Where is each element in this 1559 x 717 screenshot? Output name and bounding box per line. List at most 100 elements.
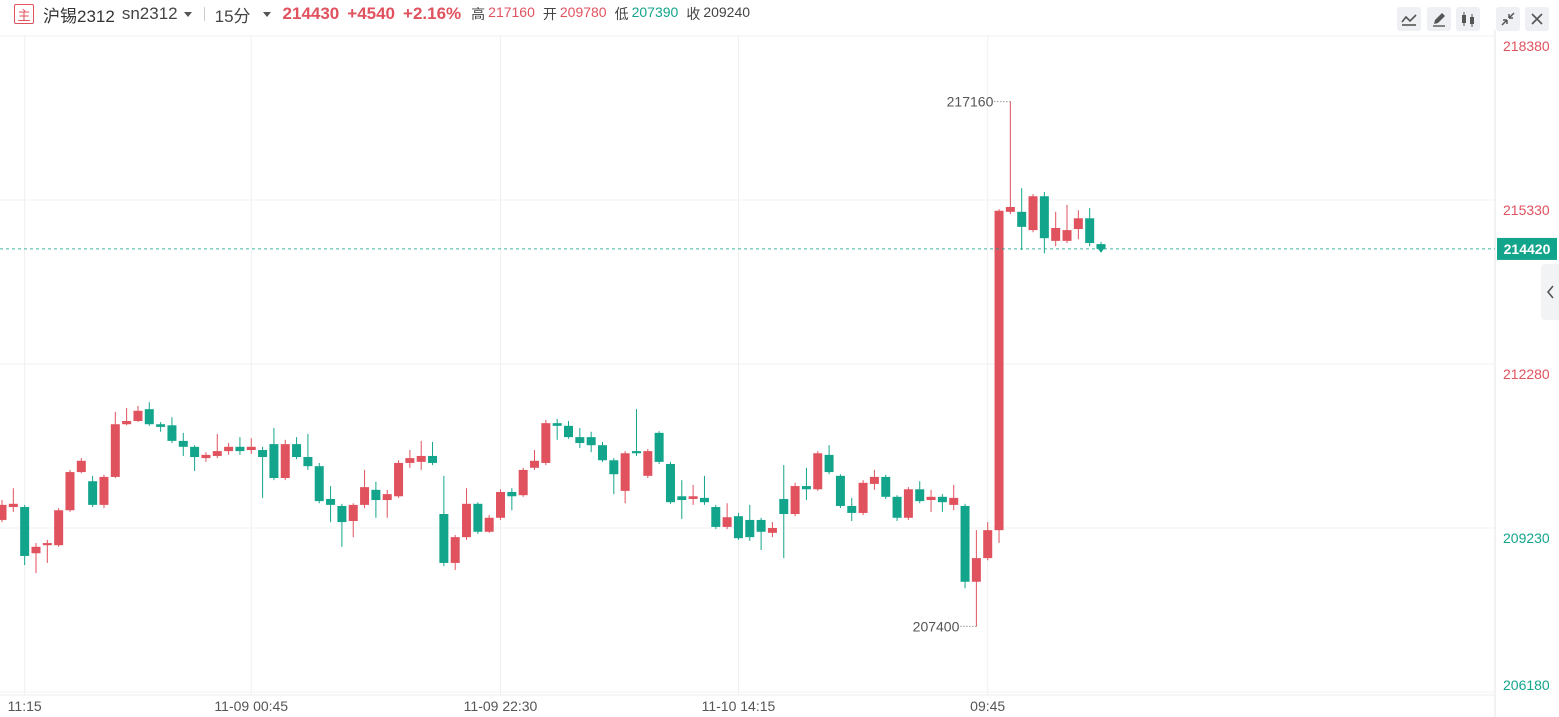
candle-body: [564, 425, 573, 438]
candle-body: [609, 460, 619, 475]
header: 主 沪锡2312 sn2312 15分 214430 +4540 +2.16% …: [0, 0, 750, 28]
candle-body: [110, 424, 120, 477]
candle-body: [552, 423, 562, 426]
candle-body: [394, 462, 404, 497]
change-pct: +2.16%: [403, 4, 462, 23]
last-price-marker: [1096, 245, 1107, 253]
candle-body: [1039, 196, 1049, 239]
candle-body: [881, 476, 891, 497]
tool-button[interactable]: [1496, 7, 1520, 31]
x-tick-label: 11-10 14:15: [702, 698, 776, 714]
candle-body: [473, 503, 483, 532]
candle-body: [677, 496, 687, 501]
candle-body: [167, 425, 177, 441]
y-tick-label: 212280: [1503, 366, 1550, 382]
stat-label: 收: [686, 6, 701, 22]
period[interactable]: 15分: [214, 6, 251, 26]
stat-label: 高: [471, 6, 486, 22]
candle-body: [42, 543, 52, 546]
symbol[interactable]: 沪锡2312: [43, 6, 115, 26]
icon: [1501, 12, 1515, 26]
candle-body: [246, 446, 256, 451]
tool-button[interactable]: [1525, 7, 1549, 31]
candle-body: [699, 497, 709, 503]
candle-body: [631, 451, 641, 454]
candle-body: [733, 516, 743, 539]
candle-body: [337, 505, 347, 523]
x-tick-label: 11-09 00:45: [214, 698, 288, 714]
candle-body: [801, 486, 811, 490]
caret[interactable]: [262, 11, 271, 17]
stat-value: 207390: [631, 4, 679, 20]
candle-body: [269, 444, 279, 478]
candle-body: [65, 472, 75, 511]
candle-body: [654, 432, 664, 462]
candle-body: [960, 505, 970, 582]
candle-body: [31, 546, 41, 554]
candle-body: [643, 451, 653, 476]
candle-body: [360, 487, 370, 505]
candle-body: [688, 496, 698, 499]
candle-body: [496, 491, 506, 518]
icon: [1401, 14, 1417, 26]
candle-body: [88, 481, 98, 505]
candle-body: [54, 510, 64, 546]
candle-body: [178, 440, 188, 447]
x-tick-label: 11-09 22:30: [464, 698, 538, 714]
candle-body: [756, 519, 766, 532]
candle-body: [949, 497, 959, 505]
last-price-tag: [1497, 237, 1557, 260]
candle-body: [813, 453, 823, 490]
candle-body: [530, 460, 540, 468]
candle-body: [20, 507, 30, 556]
tool-button[interactable]: [1397, 7, 1421, 31]
change: +4540: [347, 4, 396, 23]
tool-button[interactable]: [1427, 7, 1451, 31]
code[interactable]: sn2312: [121, 4, 178, 23]
candle-body: [450, 537, 460, 563]
candle-body: [711, 507, 721, 527]
candle-body: [122, 420, 132, 425]
candle-body: [8, 503, 18, 508]
tool-button[interactable]: [1456, 7, 1480, 31]
y-tick-label: 206180: [1503, 677, 1550, 693]
candles: [0, 101, 1106, 627]
y-tick-label: 215330: [1503, 202, 1550, 218]
candle-body: [190, 446, 200, 458]
candle-body: [767, 528, 777, 533]
candle-body: [665, 464, 675, 503]
candle-body: [405, 458, 415, 463]
candle-body: [133, 410, 143, 421]
candle-body: [835, 475, 845, 506]
candle-body: [575, 437, 585, 444]
candle-body: [1028, 196, 1038, 231]
icon: [1531, 13, 1543, 25]
candle-body: [994, 210, 1004, 531]
stats: 高 217160 开 209780 低 207390 收 209240: [471, 4, 750, 24]
candle-body: [903, 489, 913, 518]
x-tick-label: 11:15: [8, 698, 42, 714]
candle-body: [484, 517, 494, 532]
candle-body: [597, 445, 607, 461]
candle-body: [303, 457, 313, 467]
candle-body: [892, 496, 902, 518]
candle-body: [790, 486, 800, 515]
candle-body: [541, 423, 551, 463]
candle-body: [156, 424, 166, 427]
candle-body: [280, 444, 290, 478]
candle-body: [144, 409, 154, 425]
candle-body: [462, 503, 472, 538]
badge[interactable]: 主: [14, 4, 34, 24]
candle-body: [937, 496, 947, 503]
candle-body: [586, 437, 596, 446]
candle-body: [201, 454, 211, 459]
stat-value: 217160: [488, 4, 535, 20]
candle-body: [983, 530, 993, 559]
caret[interactable]: [183, 11, 192, 17]
candle-body: [745, 519, 755, 538]
annotation-label: 217160: [947, 94, 994, 110]
collapse-tab[interactable]: [1541, 264, 1559, 320]
candle-body: [858, 482, 868, 513]
candle-body: [507, 491, 517, 497]
